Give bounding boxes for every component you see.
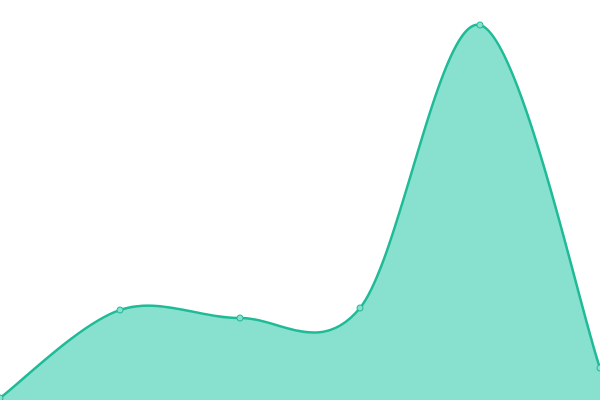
point [476,21,484,29]
point [356,304,364,312]
point [596,364,600,372]
point [236,314,244,322]
point [0,394,4,400]
point [116,306,124,314]
area [0,24,600,400]
